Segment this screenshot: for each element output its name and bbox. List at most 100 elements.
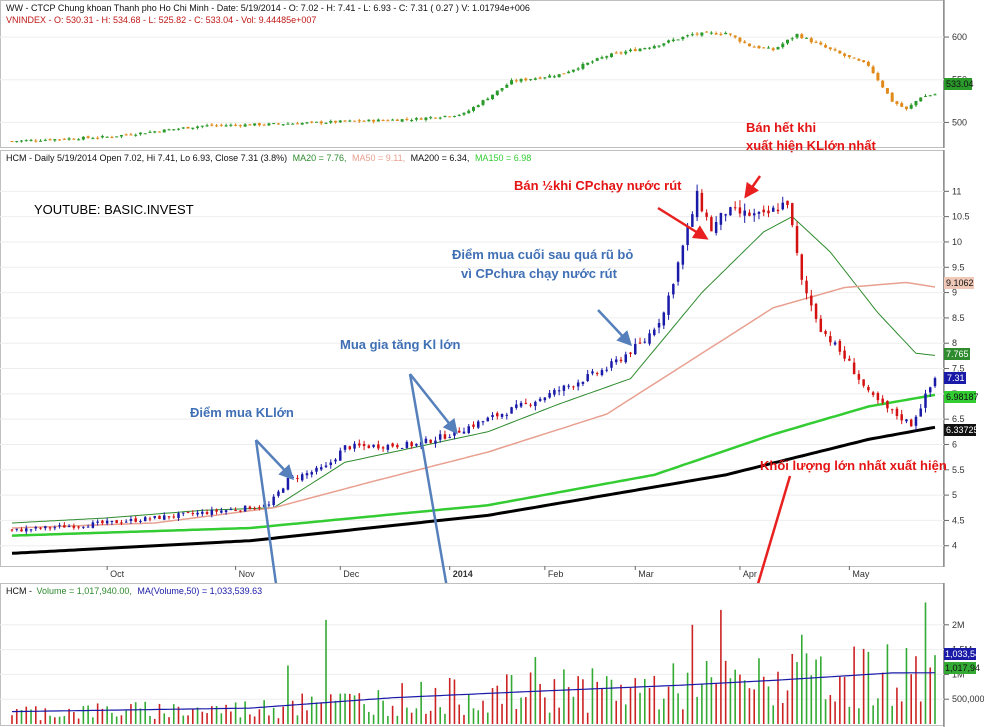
candle-body — [776, 209, 780, 212]
candle-body — [771, 48, 775, 51]
candle-body — [334, 120, 338, 123]
candle-body — [924, 393, 927, 408]
candle-body — [119, 135, 123, 137]
volume-ma-line — [11, 672, 936, 713]
candle-body — [353, 120, 357, 122]
candle-body — [662, 43, 666, 46]
candle-body — [786, 39, 790, 44]
volume-grid — [0, 624, 944, 700]
candle-body — [690, 34, 694, 36]
tag-ma50: 9.1062 — [946, 278, 974, 288]
candle-body — [96, 521, 99, 523]
volume-tag-ma: 1,033,54 — [945, 649, 980, 659]
candle-body — [462, 112, 466, 115]
candle-body — [923, 95, 927, 97]
candle-body — [134, 134, 138, 136]
tag-ma20-bg — [944, 348, 970, 360]
candle-body — [890, 409, 894, 411]
candle-body — [524, 402, 528, 404]
candle-body — [600, 370, 604, 376]
candle-body — [452, 115, 456, 117]
candle-body — [590, 61, 594, 63]
candle-body — [838, 341, 842, 352]
y-tick-label: 9 — [952, 288, 957, 298]
candle-body — [186, 511, 190, 513]
candle-body — [552, 76, 556, 78]
candle-body — [581, 381, 585, 384]
hcm-header-ma50: MA50 = 9.11, — [352, 153, 405, 163]
candle-body — [124, 521, 128, 523]
candle-body — [795, 226, 799, 253]
candle-body — [491, 415, 494, 418]
candle-body — [709, 32, 713, 34]
vnindex-title-line1: WW - CTCP Chung khoan Thanh pho Ho Chi M… — [6, 3, 530, 13]
hcm-header-ma200: MA200 = 6.34, — [411, 153, 470, 163]
candle-body — [72, 138, 76, 140]
tag-close: 7.31 — [947, 373, 965, 383]
candle-body — [600, 57, 604, 59]
candle-body — [505, 84, 509, 88]
candle-body — [729, 207, 732, 216]
candle-body — [372, 119, 376, 122]
candle-body — [44, 526, 47, 529]
candle-body — [343, 445, 347, 450]
candle-body — [933, 378, 937, 387]
candle-body — [457, 430, 461, 433]
candle-body — [357, 120, 361, 122]
candle-body — [172, 516, 176, 518]
candle-body — [919, 408, 922, 417]
candle-body — [415, 443, 418, 446]
candle-body — [448, 437, 451, 439]
candle-body — [148, 518, 152, 520]
hcm-header-ma20: MA20 = 7.76, — [293, 153, 347, 163]
candle-body — [257, 123, 261, 126]
candle-body — [115, 520, 118, 524]
candle-body — [781, 43, 785, 48]
candle-body — [86, 136, 90, 138]
candle-body — [239, 510, 242, 512]
candle-body — [443, 434, 447, 439]
candle-body — [638, 342, 642, 344]
candle-body — [572, 386, 575, 388]
hcm-header-ma150: MA150 = 6.98 — [475, 153, 531, 163]
month-label: Dec — [343, 569, 360, 579]
candle-body — [20, 140, 24, 142]
candle-body — [543, 397, 547, 401]
watermark: YOUTUBE: BASIC.INVEST — [34, 202, 194, 217]
candle-body — [548, 393, 551, 398]
candle-body — [648, 333, 651, 344]
candle-body — [110, 136, 114, 138]
candle-body — [157, 131, 161, 133]
candle-body — [714, 33, 718, 35]
candle-body — [752, 46, 756, 48]
candle-body — [91, 138, 95, 140]
candle-body — [29, 139, 33, 141]
candle-body — [904, 106, 908, 110]
candle-body — [191, 513, 195, 515]
candle-body — [733, 207, 737, 209]
candle-body — [614, 359, 618, 363]
candle-body — [667, 295, 670, 315]
candle-body — [419, 118, 423, 120]
candle-body — [134, 518, 137, 522]
candle-body — [762, 47, 766, 49]
candle-body — [438, 117, 442, 119]
candle-body — [605, 369, 608, 371]
candle-body — [153, 131, 157, 133]
candle-body — [29, 529, 33, 531]
candle-body — [857, 374, 861, 380]
candle-body — [77, 526, 80, 528]
volume-header-ma: MA(Volume,50) = 1,033,539.63 — [137, 586, 262, 596]
candle-body — [871, 392, 875, 395]
candle-body — [343, 120, 347, 122]
annotation-kl-lon-nhat: Khối lượng lớn nhất xuất hiện — [760, 458, 947, 473]
candle-body — [405, 118, 409, 120]
candle-body — [100, 136, 104, 138]
candle-body — [262, 124, 266, 126]
candle-body — [300, 122, 304, 125]
candle-body — [339, 450, 342, 461]
candle-body — [253, 508, 256, 510]
candle-body — [276, 123, 280, 125]
candle-body — [843, 53, 847, 56]
candle-body — [219, 124, 223, 126]
